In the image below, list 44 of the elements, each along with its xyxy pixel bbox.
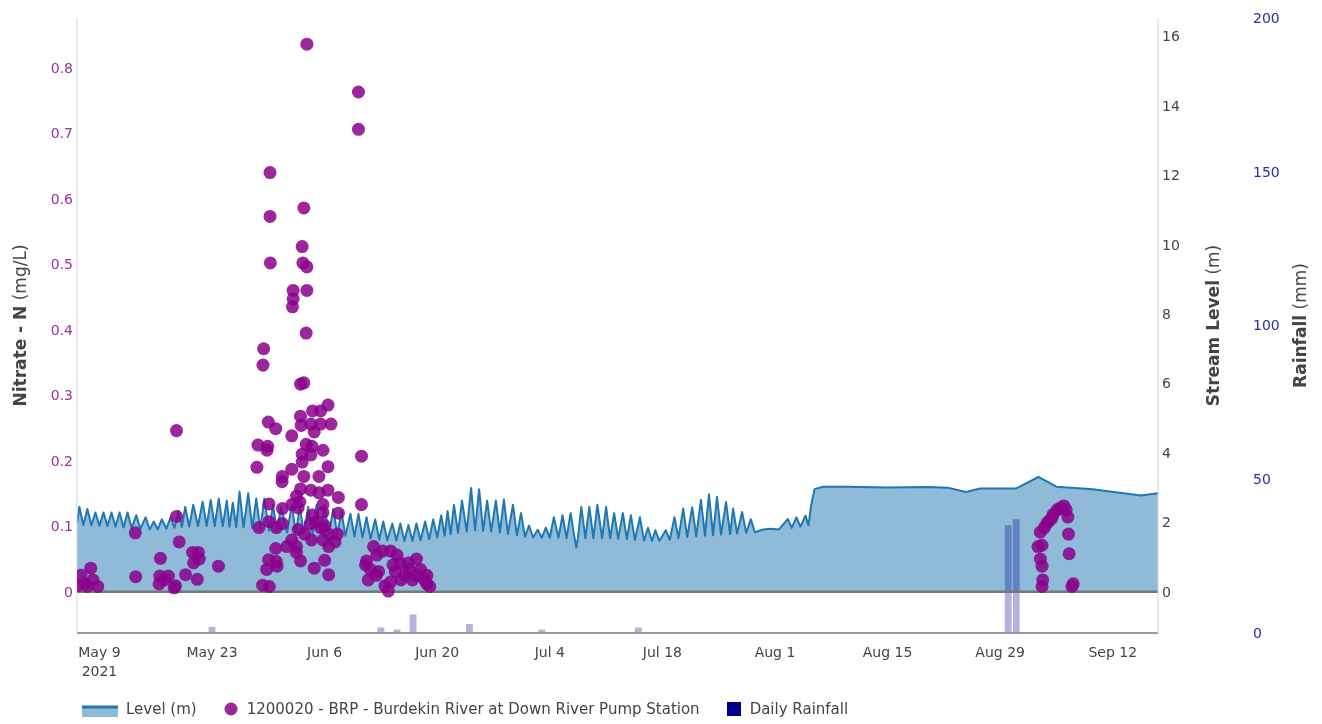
y3-tick-label: 50 — [1253, 471, 1271, 488]
y-tick-label: 0.8 — [50, 59, 73, 76]
y-tick-label: 0.2 — [50, 452, 73, 469]
legend-label: 1200020 - BRP - Burdekin River at Down River Pump Station — [246, 700, 700, 718]
x-tick-label: May 23 — [186, 644, 238, 661]
y3-tick-label: 150 — [1253, 163, 1280, 180]
bar — [1004, 525, 1012, 633]
y2-tick-label: 8 — [1162, 306, 1171, 322]
bar — [634, 627, 642, 633]
legend-label: Level (m) — [126, 700, 197, 718]
x-tick-label: Jun 20 — [414, 644, 460, 661]
y-tick-label: 0.7 — [50, 125, 73, 142]
y2-tick-label: 4 — [1162, 444, 1171, 461]
y-tick-label: 0.5 — [50, 256, 73, 273]
y-tick-label: 0.6 — [50, 190, 74, 207]
y-tick-label: 0.4 — [50, 321, 74, 338]
x-tick-label: Sep 12 — [1088, 644, 1138, 661]
y2-tick-label: 16 — [1162, 28, 1180, 45]
y3-tick-label: 0 — [1253, 624, 1262, 641]
y-tick-label: 0 — [64, 583, 73, 600]
bar — [1012, 519, 1020, 633]
bar — [465, 624, 473, 633]
x-tick-label: Aug 1 — [754, 644, 796, 661]
y2-tick-label: 0 — [1162, 583, 1171, 600]
y-axis-title: Nitrate - N (mg/L) — [10, 244, 30, 407]
y3-tick-label: 200 — [1253, 9, 1280, 26]
y2-tick-label: 12 — [1162, 167, 1180, 184]
x-tick-label: Jun 6 — [306, 644, 343, 661]
x-tick-label: Aug 29 — [975, 644, 1025, 661]
y2-tick-label: 2 — [1162, 514, 1171, 531]
y3-tick-label: 100 — [1253, 317, 1280, 334]
y2-axis-title: Stream Level (m) — [1203, 244, 1223, 407]
x-tick-label: Jul 18 — [641, 644, 682, 661]
y-tick-label: 0.3 — [50, 387, 73, 404]
x-tick-label: May 9 2021 — [78, 644, 121, 679]
x-tick-label: Aug 15 — [862, 644, 913, 661]
y2-tick-label: 14 — [1162, 97, 1180, 114]
y2-tick-label: 6 — [1162, 375, 1171, 392]
y3-axis-title: Rainfall (mm) — [1290, 263, 1310, 388]
y2-tick-label: 10 — [1162, 236, 1180, 253]
x-tick-label: Jul 4 — [533, 644, 566, 661]
y-tick-label: 0.1 — [50, 518, 73, 535]
bar — [409, 614, 417, 633]
legend-label: Daily Rainfall — [749, 700, 849, 718]
